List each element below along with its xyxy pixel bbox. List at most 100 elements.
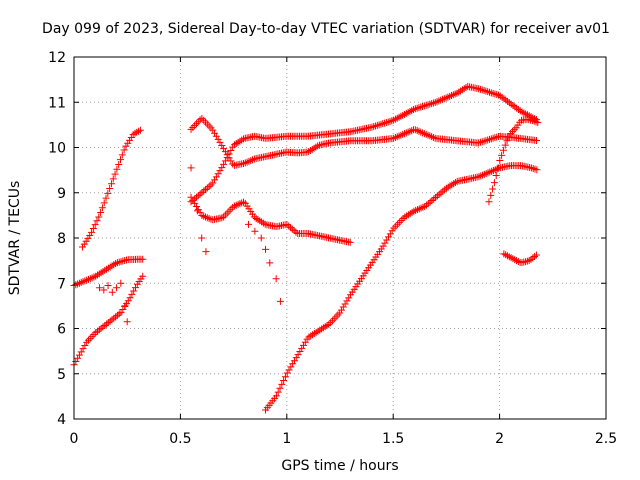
data-point-arc-d — [440, 95, 448, 103]
data-point-arc-d — [476, 85, 484, 93]
data-point-arc-d — [382, 119, 390, 127]
data-point-arc-f — [220, 213, 228, 221]
data-point-arc-g — [278, 380, 286, 388]
data-point-arc-e — [402, 129, 410, 137]
data-point-arc-h — [510, 126, 518, 134]
data-point-arc-e — [249, 156, 257, 164]
data-point-arc-c — [77, 348, 85, 356]
x-tick-label: 0.5 — [169, 431, 191, 447]
data-point-arc-d — [426, 100, 434, 108]
y-tick-label: 7 — [57, 276, 66, 292]
data-point-arc-c — [101, 321, 109, 329]
data-point-arc-g — [280, 377, 288, 385]
data-point-arc-b — [75, 279, 83, 287]
data-point-arc-c — [106, 317, 114, 325]
data-point-arc-d — [496, 92, 504, 100]
data-point-arc-d — [431, 98, 439, 106]
data-point-arc-d — [518, 108, 526, 116]
data-point-arc-d — [384, 118, 392, 126]
data-point-scatter-early — [123, 318, 131, 326]
data-point-arc-g — [403, 212, 411, 220]
data-point-arc-a — [127, 133, 135, 141]
data-point-arc-d — [205, 182, 213, 190]
data-point-arc-a — [120, 146, 128, 154]
data-point-arc-e — [422, 130, 430, 138]
data-point-arc-d — [442, 94, 450, 102]
data-point-arc-e — [487, 135, 495, 143]
data-point-arc-d — [500, 95, 508, 103]
data-point-arc-g — [281, 373, 289, 381]
data-point-arc-g — [479, 171, 487, 179]
data-point-arc-d — [444, 93, 452, 101]
data-point-arc-c — [117, 308, 125, 316]
data-point-arc-g — [484, 169, 492, 177]
data-point-arc-d — [413, 104, 421, 112]
data-point-scatter-mid — [257, 234, 265, 242]
data-point-arc-a — [106, 185, 114, 193]
data-points — [70, 82, 542, 414]
data-point-arc-d — [509, 101, 517, 109]
data-point-arc-d — [375, 121, 383, 129]
data-point-arc-d — [429, 99, 437, 107]
data-point-arc-f — [292, 228, 300, 236]
data-point-arc-f — [218, 214, 226, 222]
data-point-arc-e — [212, 132, 220, 140]
data-point-arc-d — [406, 107, 414, 115]
data-point-arc-g — [408, 208, 416, 216]
data-point-arc-g — [379, 242, 387, 250]
data-point-arc-a — [84, 234, 92, 242]
data-point-arc-g — [531, 165, 539, 173]
data-point-arc-f — [346, 238, 354, 246]
data-point-arc-g — [298, 344, 306, 352]
data-point-arc-e — [397, 131, 405, 139]
data-point-arc-a — [124, 139, 132, 147]
data-point-arc-e — [424, 131, 432, 139]
data-point-arc-i — [531, 252, 539, 260]
data-point-arc-d — [491, 90, 499, 98]
data-point-arc-g — [480, 170, 488, 178]
data-point-arc-d — [520, 109, 528, 117]
data-point-arc-e — [216, 138, 224, 146]
data-point-arc-g — [319, 324, 327, 332]
data-point-arc-c — [86, 334, 94, 342]
data-point-arc-g — [301, 338, 309, 346]
data-point-arc-a — [98, 204, 106, 212]
data-point-arc-g — [441, 186, 449, 194]
data-point-arc-c — [72, 357, 80, 365]
data-point-arc-f — [283, 221, 291, 229]
data-point-arc-g — [294, 351, 302, 359]
data-point-arc-d — [455, 88, 463, 96]
data-point-arc-g — [332, 313, 340, 321]
data-point-arc-e — [194, 118, 202, 126]
data-point-arc-d — [373, 121, 381, 129]
data-point-arc-e — [429, 133, 437, 141]
data-point-arc-g — [381, 239, 389, 247]
data-point-arc-c — [95, 326, 103, 334]
data-point-arc-d — [522, 110, 530, 118]
data-point-arc-f — [250, 213, 258, 221]
data-point-arc-f — [205, 215, 213, 223]
x-tick-label: 1.5 — [382, 431, 404, 447]
data-point-arc-e — [187, 125, 195, 133]
data-point-scatter-mid — [266, 259, 274, 267]
data-point-arc-g — [276, 384, 284, 392]
data-point-arc-b — [84, 275, 92, 283]
data-point-arc-h — [494, 164, 502, 172]
data-point-arc-d — [386, 117, 394, 125]
data-point-arc-d — [415, 104, 423, 112]
data-point-arc-g — [450, 180, 458, 188]
data-point-arc-i — [532, 251, 540, 259]
data-point-arc-e — [312, 143, 320, 151]
data-point-arc-d — [209, 179, 217, 187]
data-point-arc-e — [192, 120, 200, 128]
data-point-arc-g — [289, 360, 297, 368]
grid — [74, 57, 606, 419]
data-point-arc-g — [394, 220, 402, 228]
data-point-arc-h — [501, 141, 509, 149]
data-point-arc-a — [91, 221, 99, 229]
data-point-arc-d — [438, 95, 446, 103]
data-point-arc-d — [498, 93, 506, 101]
data-point-scatter-mid — [251, 227, 259, 235]
data-point-arc-d — [502, 96, 510, 104]
